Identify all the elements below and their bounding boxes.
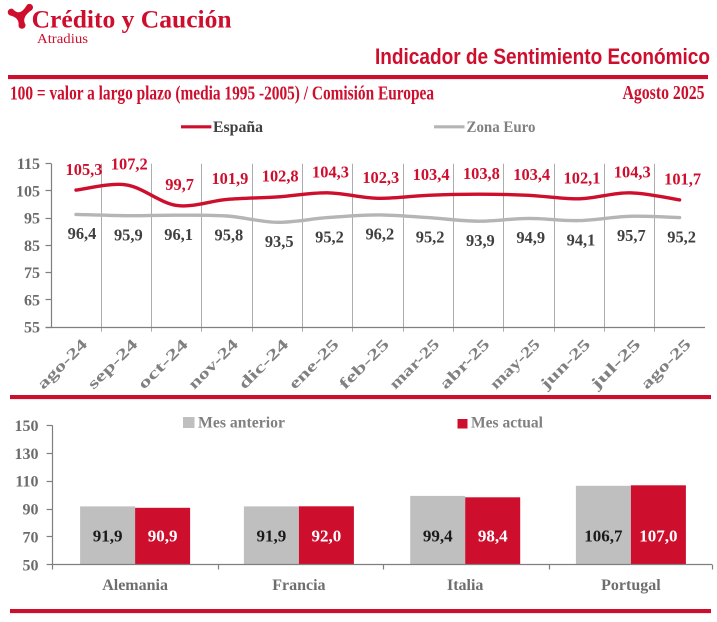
svg-text:90: 90 [23, 502, 39, 519]
svg-text:Italia: Italia [447, 577, 483, 594]
svg-text:99,7: 99,7 [165, 175, 194, 194]
svg-text:70: 70 [23, 529, 39, 546]
svg-text:115: 115 [17, 156, 40, 173]
svg-text:95,2: 95,2 [416, 227, 445, 246]
svg-text:95,9: 95,9 [114, 225, 143, 244]
svg-text:102,8: 102,8 [262, 167, 299, 186]
svg-text:102,3: 102,3 [362, 168, 399, 187]
svg-text:Alemania: Alemania [102, 577, 168, 594]
svg-text:50: 50 [23, 557, 39, 574]
svg-text:98,4: 98,4 [478, 527, 508, 546]
svg-text:75: 75 [24, 265, 40, 282]
svg-text:Mes anterior: Mes anterior [198, 415, 285, 432]
svg-text:100 = valor a largo plazo (med: 100 = valor a largo plazo (media 1995 -2… [10, 82, 434, 104]
svg-text:104,3: 104,3 [614, 163, 651, 182]
svg-text:102,1: 102,1 [564, 169, 601, 188]
svg-text:Portugal: Portugal [601, 577, 661, 594]
svg-text:92,0: 92,0 [312, 527, 342, 546]
svg-text:107,2: 107,2 [111, 155, 148, 174]
svg-text:95,2: 95,2 [315, 227, 344, 246]
svg-text:101,7: 101,7 [664, 170, 701, 189]
svg-text:Zona Euro: Zona Euro [467, 119, 536, 136]
svg-text:107,0: 107,0 [639, 527, 677, 546]
svg-text:103,8: 103,8 [463, 164, 500, 183]
svg-text:91,9: 91,9 [257, 527, 287, 546]
svg-text:130: 130 [15, 446, 39, 463]
svg-text:105,3: 105,3 [66, 160, 103, 179]
svg-text:Francia: Francia [272, 577, 325, 594]
svg-text:Agosto 2025: Agosto 2025 [623, 82, 705, 104]
svg-text:110: 110 [15, 474, 38, 491]
svg-text:Atradius: Atradius [37, 31, 88, 46]
svg-text:Mes actual: Mes actual [471, 415, 544, 432]
svg-text:95,8: 95,8 [215, 226, 244, 245]
svg-text:91,9: 91,9 [93, 527, 123, 546]
svg-text:90,9: 90,9 [148, 527, 178, 546]
svg-text:106,7: 106,7 [584, 527, 623, 546]
svg-text:104,3: 104,3 [312, 163, 349, 182]
svg-text:Indicador de Sentimiento Econó: Indicador de Sentimiento Económico [375, 44, 710, 69]
svg-text:95,2: 95,2 [667, 227, 696, 246]
svg-text:94,1: 94,1 [567, 230, 596, 249]
svg-text:96,4: 96,4 [68, 224, 97, 243]
svg-text:85: 85 [24, 238, 40, 255]
svg-text:95,7: 95,7 [617, 226, 646, 245]
svg-text:95: 95 [24, 211, 40, 228]
svg-text:65: 65 [24, 292, 40, 309]
svg-text:93,9: 93,9 [466, 231, 495, 250]
svg-text:103,4: 103,4 [413, 165, 450, 184]
svg-text:93,5: 93,5 [265, 232, 294, 251]
svg-text:España: España [213, 119, 263, 136]
svg-text:150: 150 [15, 418, 39, 435]
svg-text:96,2: 96,2 [365, 225, 394, 244]
svg-text:55: 55 [24, 320, 40, 337]
svg-text:105: 105 [16, 183, 40, 200]
svg-text:Crédito y Caución: Crédito y Caución [32, 7, 232, 34]
svg-text:99,4: 99,4 [423, 527, 453, 546]
svg-text:96,1: 96,1 [164, 225, 193, 244]
svg-text:103,4: 103,4 [513, 165, 550, 184]
svg-text:101,9: 101,9 [211, 169, 248, 188]
svg-text:94,9: 94,9 [516, 228, 545, 247]
